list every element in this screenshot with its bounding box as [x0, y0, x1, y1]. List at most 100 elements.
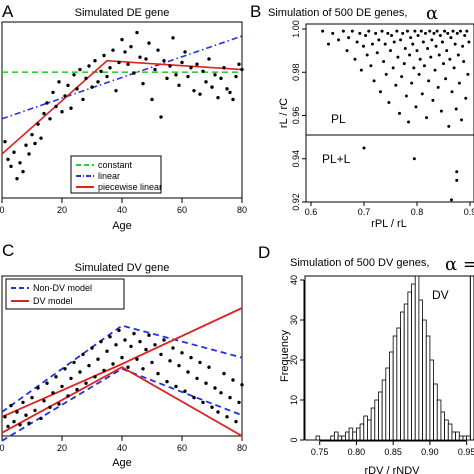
- data-point: [183, 389, 187, 393]
- data-point: [372, 79, 376, 83]
- data-point: [455, 170, 459, 174]
- data-point: [331, 31, 335, 35]
- data-point: [460, 118, 464, 122]
- data-point: [156, 48, 160, 52]
- panel-c-points: [3, 328, 244, 429]
- data-point: [72, 73, 76, 77]
- data-point: [129, 44, 133, 49]
- data-point: [449, 36, 453, 40]
- data-point: [337, 38, 341, 42]
- data-point: [240, 67, 244, 72]
- x-tick-label: 0.75: [311, 447, 329, 457]
- data-point: [429, 55, 433, 59]
- data-point: [234, 74, 238, 79]
- data-point: [99, 339, 103, 344]
- data-point: [213, 386, 217, 390]
- panel-b-letter: B: [250, 2, 261, 21]
- data-point: [162, 59, 166, 63]
- x-tick-label: 60: [177, 443, 187, 453]
- histogram-bar: [422, 319, 427, 441]
- data-point: [195, 62, 199, 66]
- data-point: [201, 400, 205, 405]
- data-point: [12, 419, 16, 424]
- panel-c-title: Simulated DV gene: [75, 262, 170, 274]
- data-point: [442, 62, 445, 66]
- data-point: [192, 395, 196, 400]
- data-point: [168, 64, 172, 68]
- data-point: [18, 423, 22, 427]
- data-point: [78, 370, 82, 374]
- x-tick-label: 40: [117, 443, 127, 453]
- data-point: [147, 333, 151, 337]
- histogram-bar: [433, 383, 438, 441]
- data-point: [18, 161, 22, 165]
- data-point: [439, 109, 443, 113]
- panel-d-region-dv: DV: [432, 288, 449, 302]
- x-tick-label: 20: [57, 443, 67, 453]
- panel-d: D Simulation of 500 DV genes, α = 0.75 0.…: [258, 243, 474, 474]
- data-point: [398, 111, 402, 115]
- data-point: [341, 29, 345, 33]
- data-point: [135, 30, 139, 35]
- histogram-bar: [411, 283, 416, 441]
- x-tick-label: 0.85: [384, 447, 402, 457]
- data-point: [451, 29, 455, 33]
- data-point: [361, 44, 365, 48]
- data-point: [153, 343, 157, 347]
- data-point: [66, 394, 70, 398]
- data-point: [353, 57, 357, 61]
- data-point: [326, 42, 330, 46]
- data-point: [425, 116, 429, 120]
- data-point: [440, 40, 444, 44]
- data-point: [386, 31, 390, 35]
- data-point: [423, 31, 427, 35]
- data-point: [54, 104, 58, 109]
- data-point: [60, 384, 64, 389]
- data-point: [3, 139, 7, 144]
- panel-c-x-label: Age: [112, 457, 132, 469]
- data-point: [51, 391, 55, 395]
- x-tick-label: 0.6: [305, 207, 318, 217]
- histogram-bar: [462, 435, 468, 441]
- x-tick-label: 0.95: [458, 447, 474, 457]
- y-tick-label: 0.98: [291, 63, 301, 81]
- data-point: [404, 94, 408, 98]
- data-point: [370, 42, 374, 46]
- data-point: [138, 339, 142, 344]
- series-line-DV-model: [1, 366, 243, 437]
- data-point: [192, 88, 196, 93]
- data-point: [345, 49, 349, 53]
- data-point: [198, 92, 202, 96]
- data-point: [33, 408, 37, 413]
- data-point: [150, 360, 154, 365]
- data-point: [389, 49, 392, 53]
- data-point: [450, 90, 454, 94]
- data-point: [382, 59, 386, 63]
- data-point: [9, 403, 13, 408]
- data-point: [234, 419, 238, 424]
- data-point: [237, 62, 241, 66]
- data-point: [141, 367, 145, 371]
- data-point: [12, 150, 16, 154]
- y-tick-label: 0.94: [291, 150, 301, 168]
- x-tick-label: 0: [0, 443, 5, 453]
- data-point: [219, 391, 223, 395]
- data-point: [195, 376, 199, 381]
- data-point: [436, 85, 440, 89]
- data-point: [453, 42, 457, 46]
- histogram-bar: [400, 311, 405, 441]
- data-point: [72, 360, 76, 365]
- data-point: [96, 80, 100, 84]
- data-point: [207, 365, 211, 369]
- panel-a-title: Simulated DE gene: [75, 7, 170, 19]
- histogram-bar: [455, 431, 460, 441]
- x-tick-label: 0: [0, 205, 5, 215]
- data-point: [171, 36, 175, 40]
- data-point: [111, 48, 115, 52]
- data-point: [462, 59, 466, 63]
- data-point: [183, 50, 187, 54]
- data-point: [358, 31, 362, 35]
- data-point: [144, 57, 148, 61]
- data-point: [30, 395, 34, 400]
- data-point: [180, 351, 184, 355]
